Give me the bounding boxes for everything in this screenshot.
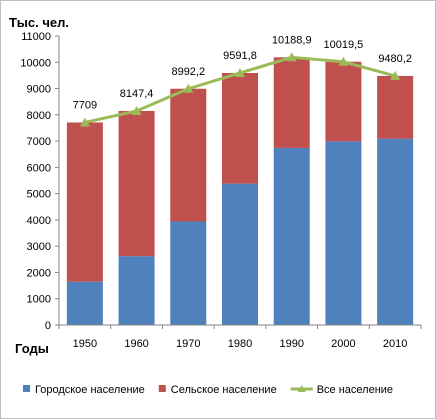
total-population-marker-1980 — [235, 67, 245, 77]
legend-marker-swatch — [297, 385, 306, 392]
total-population-marker-1960 — [131, 105, 142, 115]
x-tick-label-1970: 1970 — [176, 338, 200, 350]
bar-rural-1950 — [66, 122, 103, 282]
bar-rural-2010 — [377, 75, 414, 139]
legend: Городское население Сельское население Все… — [23, 384, 393, 396]
y-tick-label: 6000 — [27, 162, 51, 174]
legend-label: Сельское население — [171, 384, 277, 396]
y-axis-title: Тыс. чел. — [9, 15, 69, 30]
legend-item-2: Все население — [290, 384, 393, 396]
y-tick-label: 1000 — [27, 294, 51, 306]
y-tick-label: 7000 — [27, 136, 51, 148]
x-tick-label-1960: 1960 — [124, 338, 148, 350]
x-tick-label-2010: 2010 — [383, 338, 407, 350]
data-label-1980: 9591,8 — [223, 50, 257, 62]
bar-urban-1970 — [170, 221, 207, 325]
bar-urban-2000 — [325, 141, 362, 325]
legend-item-1: Сельское население — [158, 384, 277, 396]
line-series — [79, 52, 401, 127]
data-label-2000: 10019,5 — [324, 39, 364, 51]
bar-urban-1980 — [222, 183, 258, 325]
data-label-1970: 8992,2 — [171, 66, 205, 78]
data-labels: 7709 8147,4 8992,2 9591,8 10188,9 10019,5 9480… — [73, 34, 412, 111]
bar-urban-1960 — [118, 256, 155, 325]
total-population-marker-1990 — [286, 52, 297, 62]
bar-rural-1960 — [118, 110, 155, 257]
x-tick-label-1980: 1980 — [228, 338, 252, 350]
y-axis: 0 1000 2000 3000 4000 5000 6000 7000 8000 9000 100… — [20, 31, 60, 332]
bar-urban-1950 — [66, 281, 103, 325]
y-tick-label: 8000 — [27, 110, 51, 122]
total-population-marker-1950 — [79, 117, 90, 127]
y-tick-label: 4000 — [27, 215, 51, 227]
bar-urban-1990 — [273, 147, 310, 325]
y-tick-label: 0 — [45, 320, 51, 332]
bar-rural-2000 — [325, 61, 362, 142]
y-tick-label: 10000 — [20, 57, 51, 69]
legend-label: Все население — [317, 384, 393, 396]
y-tick-label: 3000 — [27, 241, 51, 253]
total-population-marker-1970 — [183, 83, 194, 93]
total-population-marker-2010 — [390, 70, 401, 80]
legend-item-0: Городское население — [23, 384, 145, 396]
x-tick-label-1990: 1990 — [279, 338, 303, 350]
bar-rural-1990 — [273, 57, 310, 148]
data-label-1960: 8147,4 — [120, 88, 154, 100]
data-label-2010: 9480,2 — [378, 53, 412, 65]
x-tick-label-1950: 1950 — [73, 338, 97, 350]
y-tick-label: 2000 — [27, 267, 51, 279]
total-population-marker-2000 — [338, 56, 349, 66]
y-tick-label: 9000 — [27, 84, 51, 96]
x-tick-label-2000: 2000 — [331, 338, 355, 350]
legend-label: Городское население — [35, 384, 145, 396]
bars — [66, 57, 414, 325]
x-axis: 1950 1960 1970 1980 1990 2000 2010 — [58, 324, 422, 350]
y-tick-label: 5000 — [27, 189, 51, 201]
legend-swatch — [23, 385, 30, 392]
bar-urban-2010 — [377, 138, 414, 325]
legend-swatch — [158, 385, 166, 392]
y-tick-label: 11000 — [21, 31, 51, 43]
data-label-1950: 7709 — [73, 99, 97, 111]
data-label-1990: 10188,9 — [272, 34, 312, 46]
x-axis-title: Годы — [15, 341, 49, 356]
bar-rural-1970 — [170, 88, 207, 222]
bar-rural-1980 — [222, 72, 258, 184]
